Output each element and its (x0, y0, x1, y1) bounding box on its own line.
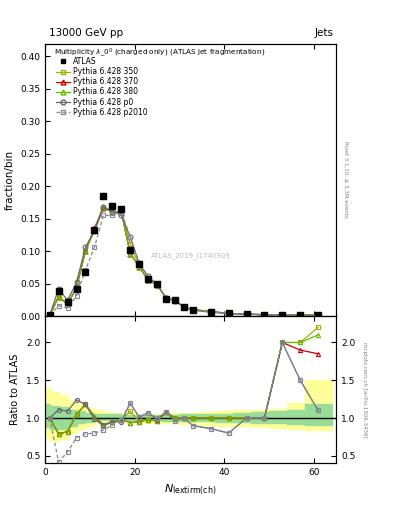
Y-axis label: Rivet 3.1.10, ≥ 3.3M events: Rivet 3.1.10, ≥ 3.3M events (343, 141, 348, 218)
Text: ATLAS_2019_I1740909: ATLAS_2019_I1740909 (151, 253, 231, 260)
Text: Jets: Jets (315, 28, 334, 38)
Y-axis label: Ratio to ATLAS: Ratio to ATLAS (10, 354, 20, 425)
Y-axis label: fraction/bin: fraction/bin (5, 150, 15, 210)
Y-axis label: mcplots.cern.ch [arXiv:1306.3436]: mcplots.cern.ch [arXiv:1306.3436] (362, 342, 367, 438)
Text: Multiplicity $\lambda\_0^0$ (charged only) (ATLAS jet fragmentation): Multiplicity $\lambda\_0^0$ (charged onl… (54, 46, 265, 59)
Legend: ATLAS, Pythia 6.428 350, Pythia 6.428 370, Pythia 6.428 380, Pythia 6.428 p0, Py: ATLAS, Pythia 6.428 350, Pythia 6.428 37… (55, 55, 149, 118)
X-axis label: $N_\mathrm{lextirm(ch)}$: $N_\mathrm{lextirm(ch)}$ (164, 483, 217, 497)
Text: 13000 GeV pp: 13000 GeV pp (49, 28, 123, 38)
